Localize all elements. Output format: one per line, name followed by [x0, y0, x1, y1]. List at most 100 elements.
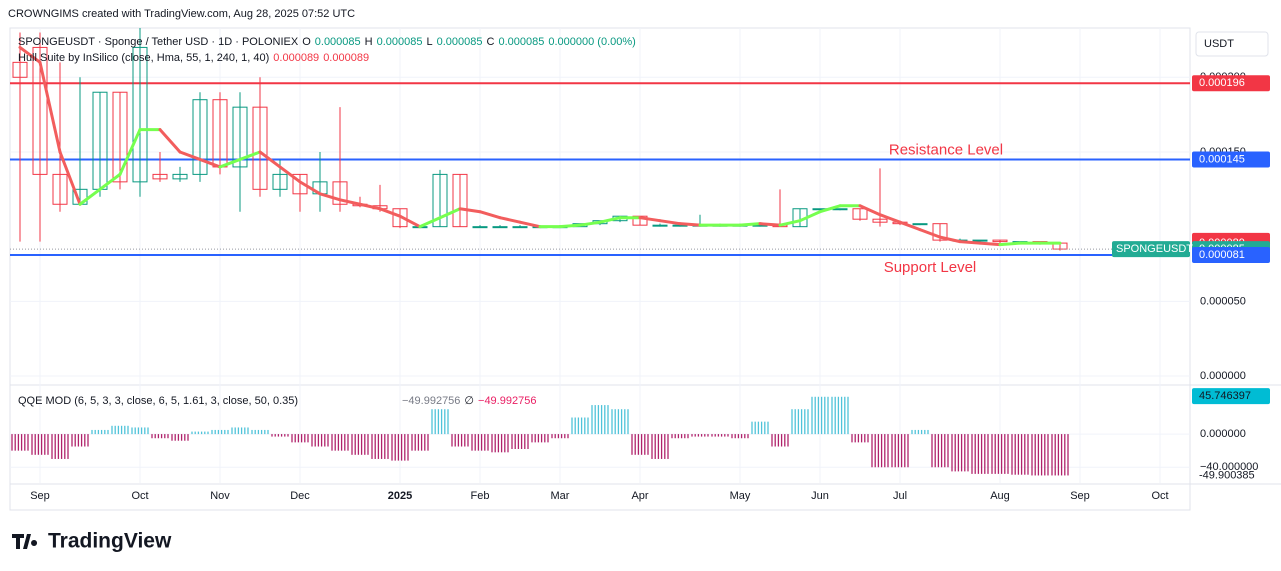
legend-text: 0.000085 — [377, 36, 423, 48]
hull-segment — [378, 207, 402, 218]
x-tick-label: Nov — [210, 490, 230, 502]
hull-segment — [498, 216, 522, 224]
candle-body — [52, 173, 68, 205]
hull-segment — [758, 222, 782, 227]
legend-text: −49.992756 — [478, 395, 536, 407]
hull-segment — [218, 157, 242, 169]
candle-body — [492, 226, 508, 229]
hull-segment — [278, 165, 302, 184]
qqe-label: -49.900385 — [1199, 469, 1255, 481]
hull-segment — [98, 172, 122, 191]
hull-segment — [738, 222, 762, 227]
price-label-bg — [1192, 247, 1270, 264]
candle-body — [432, 173, 448, 228]
hull-segment — [898, 220, 922, 232]
hull-segment — [258, 150, 282, 169]
price-label: 0.000145 — [1199, 153, 1245, 165]
credit: CROWNGIMS created with TradingView.com, … — [8, 8, 355, 20]
legend-text: C — [487, 36, 495, 48]
qqe-tick-label: −40.000000 — [1200, 461, 1258, 473]
x-tick-label: May — [730, 490, 751, 502]
hull-segment — [478, 210, 502, 220]
hull-segment — [238, 150, 262, 161]
x-tick-label: Mar — [551, 490, 570, 502]
candle-body — [452, 173, 468, 228]
hull-segment — [318, 192, 342, 202]
hull-segment — [458, 207, 482, 214]
legend-text: 0.000085 — [498, 36, 544, 48]
x-tick-label: 2025 — [388, 490, 412, 502]
x-tick-label: Sep — [30, 490, 50, 502]
candle-body — [32, 46, 48, 175]
candle-body — [832, 208, 848, 211]
currency[interactable]: USDT — [1204, 38, 1234, 50]
candle-body — [112, 91, 128, 183]
hull-segment — [658, 219, 682, 226]
legend-text: H — [365, 36, 373, 48]
currency-button[interactable] — [1195, 31, 1269, 57]
x-tick-label: Dec — [290, 490, 310, 502]
candle-body — [332, 181, 348, 205]
hull-segment — [578, 220, 602, 227]
price-label-bg — [1192, 151, 1270, 168]
qqe-tick-label: 0.000000 — [1200, 428, 1246, 440]
logo — [12, 534, 38, 549]
candle-body — [172, 173, 188, 180]
hull-segment — [598, 216, 622, 224]
candle-body — [192, 99, 208, 175]
candle-body — [292, 173, 308, 195]
x-tick-label: Sep — [1070, 490, 1090, 502]
hull-segment — [778, 219, 802, 227]
annotation: Resistance Level — [889, 141, 1003, 158]
candle-body — [932, 223, 948, 241]
hull-segment — [958, 240, 982, 245]
legend-text: 0.000085 — [437, 36, 483, 48]
hull-segment — [118, 128, 142, 176]
legend-text: −49.992756 — [402, 395, 460, 407]
x-tick-label: Feb — [471, 490, 490, 502]
candle-body — [852, 208, 868, 220]
hull-segment — [558, 223, 582, 229]
candle-body — [992, 239, 1008, 243]
candle-body — [232, 106, 248, 168]
candle-body — [512, 226, 528, 229]
legend-text: 0.000085 — [315, 36, 361, 48]
hull-segment — [518, 220, 542, 229]
symbol-tag-bg — [1112, 241, 1190, 258]
hull-segment — [998, 241, 1022, 247]
brand: TradingView — [48, 530, 172, 553]
hull-segment — [978, 241, 1002, 247]
logo-icon — [12, 534, 38, 549]
price-label: 0.000196 — [1199, 77, 1245, 89]
annotation: Support Level — [884, 259, 977, 276]
x-tick-label: Apr — [631, 490, 648, 502]
candle-body — [272, 173, 288, 190]
hull-segment — [338, 198, 362, 206]
candle-body — [972, 239, 988, 242]
hull-segment — [938, 235, 962, 244]
price-label: 0.000081 — [1199, 249, 1245, 261]
legend-text: SPONGEUSDT · Sponge / Tether USD · 1D · … — [18, 36, 299, 48]
qqe-label-bg — [1192, 388, 1270, 405]
candle-body — [872, 218, 888, 223]
legend-text: L — [427, 36, 433, 48]
price-label-bg — [1192, 75, 1270, 92]
candle-body — [152, 173, 168, 180]
hull-segment — [418, 216, 442, 229]
candle-body — [912, 223, 928, 226]
candle-body — [472, 226, 488, 229]
candle-body — [392, 208, 408, 228]
candle-body — [12, 61, 28, 78]
x-tick-label: Jul — [893, 490, 907, 502]
hull-segment — [198, 157, 222, 169]
symbol-tag: SPONGEUSDT — [1116, 243, 1193, 255]
candle-body — [132, 46, 148, 183]
legend-text: 0.000000 (0.00%) — [548, 36, 635, 48]
legend-text: 0.000089 — [273, 52, 319, 64]
legend-text: QQE MOD (6, 5, 3, 3, close, 6, 5, 1.61, … — [18, 395, 298, 407]
hull-segment — [438, 207, 462, 220]
hull-segment — [798, 210, 822, 223]
legend-text: 0.000089 — [323, 52, 369, 64]
hull-segment — [878, 213, 902, 224]
